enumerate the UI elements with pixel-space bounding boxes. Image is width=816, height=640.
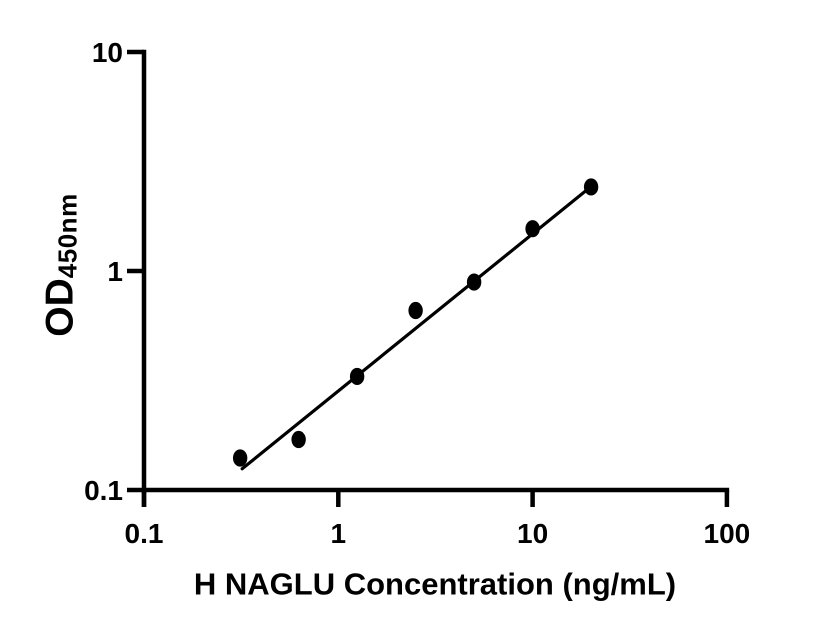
- x-axis-tick-label: 10: [517, 518, 548, 549]
- y-axis-tick-label: 0.1: [84, 475, 123, 506]
- data-point: [232, 449, 248, 467]
- data-point: [349, 367, 365, 386]
- x-axis-title: H NAGLU Concentration (ng/mL): [193, 566, 677, 602]
- y-axis-tick-label: 1: [107, 256, 123, 287]
- y-axis-title-main: OD: [38, 278, 82, 337]
- y-axis-title-subscript: 450nm: [52, 193, 83, 279]
- y-axis-tick-label: 10: [92, 37, 123, 68]
- data-point: [291, 430, 306, 449]
- x-axis-tick-label: 1: [331, 518, 347, 549]
- data-point: [466, 273, 482, 291]
- x-axis-tick-label: 100: [704, 518, 751, 549]
- y-axis-title: OD450nm: [38, 193, 83, 337]
- data-point: [525, 220, 540, 238]
- data-point: [408, 301, 423, 320]
- data-point: [583, 178, 599, 196]
- x-axis-tick-label: 0.1: [125, 518, 164, 549]
